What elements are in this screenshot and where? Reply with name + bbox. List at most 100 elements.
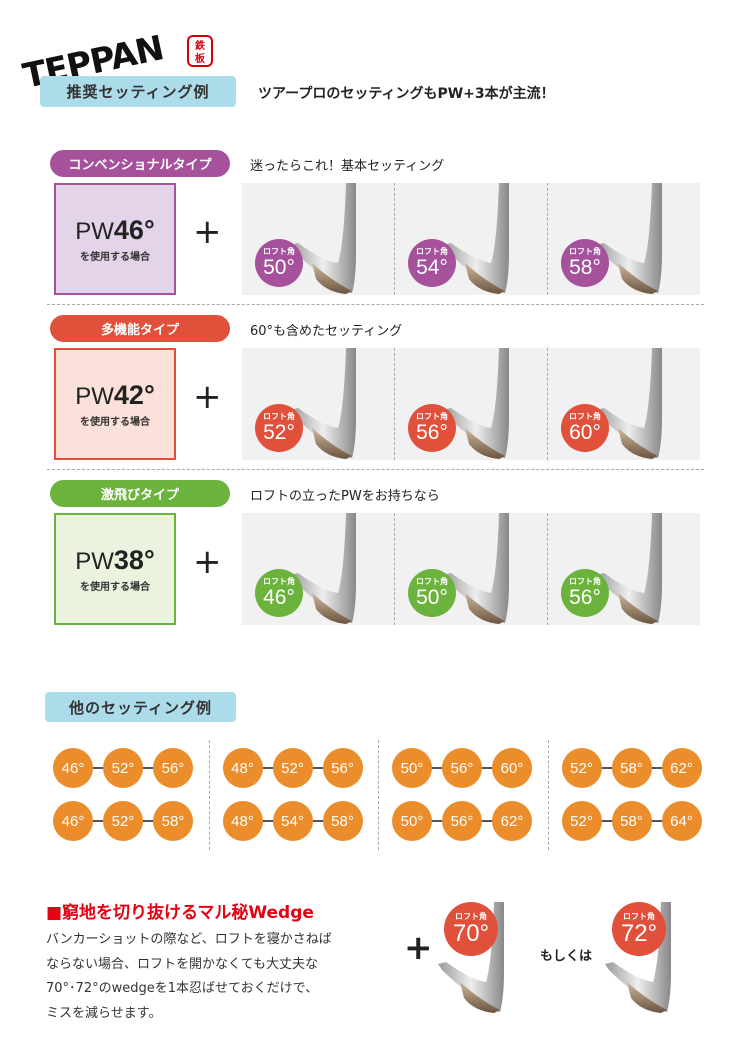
type-description: ロフトの立ったPWをお持ちなら (250, 489, 440, 504)
secret-line: ならない場合、ロフトを開かなくても大丈夫な (46, 956, 318, 972)
loft-circle: 62° (661, 748, 702, 788)
secret-line: バンカーショットの際など、ロフトを寝かさねば (46, 932, 332, 947)
wedge-club-image (588, 513, 698, 625)
type-pill: 多機能タイプ (50, 315, 230, 342)
loft-label: ロフト角 (569, 577, 601, 586)
wedge-club-image (282, 183, 392, 295)
loft-circle: 58° (611, 801, 652, 841)
pw-box: PW46° を使用する場合 (54, 183, 176, 295)
svg-text:板: 板 (195, 52, 206, 65)
secret-title: ■窮地を切り抜けるマル秘Wedge (46, 903, 314, 923)
loft-circle: 52° (103, 801, 143, 841)
loft-circle: 58° (153, 801, 193, 841)
loft-circle: 52° (103, 748, 143, 788)
wedge-cell: ロフト角 50° (242, 183, 394, 295)
other-header: 他のセッティング例 (45, 692, 236, 722)
secret-line: 70°･72°のwedgeを1本忍ばせておくだけで、 (46, 981, 319, 996)
loft-label: ロフト角 (263, 412, 295, 421)
loft-badge: ロフト角 56° (561, 569, 609, 617)
wedge-club-image (435, 513, 545, 625)
type-description: 迷ったらこれ！基本セッティング (250, 159, 445, 174)
loft-label: ロフト角 (263, 247, 295, 256)
loft-circle: 62° (492, 801, 532, 841)
loft-badge: ロフト角 58° (561, 239, 609, 287)
loft-circle: 52° (272, 748, 313, 788)
wedge-club-image (430, 902, 540, 1014)
loft-label: ロフト角 (623, 911, 655, 921)
loft-label: ロフト角 (416, 577, 448, 586)
loft-value: 60° (569, 421, 601, 444)
pw-loft: PW42° (75, 380, 155, 410)
wedge-club-image (282, 348, 392, 460)
loft-badge: ロフト角 52° (255, 404, 303, 452)
type-pill: 激飛びタイプ (50, 480, 230, 507)
wedge-cell: ロフト角 54° (394, 183, 547, 295)
plus-sign: + (404, 928, 433, 968)
type-pill: コンベンショナルタイプ (50, 150, 230, 177)
wedge-club-image (435, 183, 545, 295)
loft-value: 72° (620, 919, 658, 947)
loft-badge: ロフト角 46° (255, 569, 303, 617)
loft-value: 50° (263, 256, 295, 279)
loft-circle: 56° (442, 801, 482, 841)
loft-label: ロフト角 (455, 911, 487, 921)
loft-circle: 58° (611, 748, 652, 788)
plus-sign: + (193, 212, 222, 252)
loft-circle: 64° (661, 801, 702, 841)
wedge-cell: ロフト角 50° (394, 513, 547, 625)
loft-badge: ロフト角 56° (408, 404, 456, 452)
section-divider (47, 304, 704, 305)
plus-sign: + (193, 542, 222, 582)
wedge-club-image (435, 348, 545, 460)
section-divider (47, 469, 704, 470)
loft-badge: ロフト角 54° (408, 239, 456, 287)
loft-circle: 46° (53, 801, 93, 841)
loft-badge: ロフト角 50° (255, 239, 303, 287)
pw-note: を使用する場合 (80, 417, 150, 428)
wedge-panel: ロフト角 52° ロフト角 56° ロフト角 60° (242, 348, 700, 460)
wedge-cell: ロフト角 46° (242, 513, 394, 625)
loft-badge: ロフト角 60° (561, 404, 609, 452)
loft-circle: 60° (492, 748, 532, 788)
loft-circle: 56° (322, 748, 363, 788)
secret-line: ミスを減らせます。 (46, 1005, 162, 1021)
loft-badge: ロフト角 50° (408, 569, 456, 617)
plus-sign: + (193, 377, 222, 417)
loft-label: ロフト角 (569, 412, 601, 421)
pw-loft: PW46° (75, 215, 155, 245)
loft-value: 56° (569, 586, 601, 609)
pw-note: を使用する場合 (80, 252, 150, 263)
loft-value: 50° (416, 586, 448, 609)
wedge-cell: ロフト角 60° (547, 348, 700, 460)
group-separator (208, 740, 210, 850)
loft-label: ロフト角 (416, 247, 448, 256)
pw-box: PW38° を使用する場合 (54, 513, 176, 625)
loft-value: 52° (263, 421, 295, 444)
svg-text:鉄: 鉄 (195, 39, 205, 52)
secret-body: バンカーショットの際など、ロフトを寝かさねば ならない場合、ロフトを開かなくても… (46, 928, 376, 1026)
loft-circle: 56° (153, 748, 193, 788)
wedge-cell: ロフト角 56° (394, 348, 547, 460)
loft-badge: ロフト角 70° (444, 902, 498, 956)
loft-circle: 54° (272, 801, 313, 841)
loft-circle: 58° (322, 801, 363, 841)
pw-loft: PW38° (75, 545, 155, 575)
type-description: 60°も含めたセッティング (250, 324, 403, 339)
wedge-club-image (282, 513, 392, 625)
loft-circle: 52° (561, 748, 602, 788)
wedge-panel: ロフト角 50° ロフト角 54° ロフト角 58° (242, 183, 700, 295)
loft-circle: 52° (561, 801, 602, 841)
loft-badge: ロフト角 72° (612, 902, 666, 956)
pw-box: PW42° を使用する場合 (54, 348, 176, 460)
loft-label: ロフト角 (416, 412, 448, 421)
loft-circle: 50° (392, 801, 432, 841)
loft-value: 58° (569, 256, 601, 279)
wedge-panel: ロフト角 46° ロフト角 50° ロフト角 56° (242, 513, 700, 625)
wedge-club-image (588, 183, 698, 295)
group-separator (378, 740, 379, 850)
loft-label: ロフト角 (263, 577, 295, 586)
loft-circle: 48° (222, 748, 263, 788)
wedge-cell: ロフト角 52° (242, 348, 394, 460)
wedge-club-image (597, 902, 707, 1014)
wedge-club-image (588, 348, 698, 460)
